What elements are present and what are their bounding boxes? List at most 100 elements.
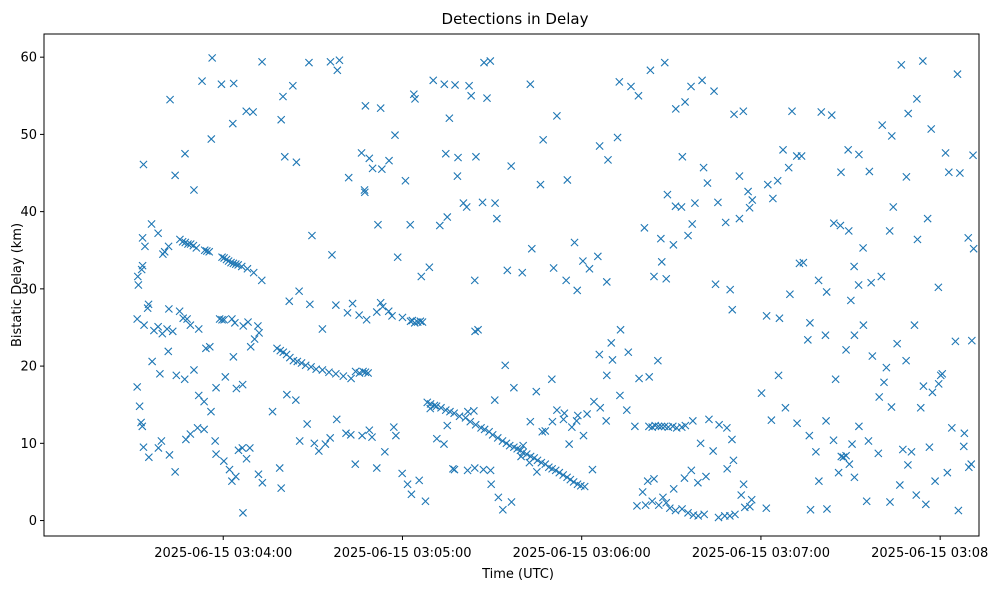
data-point: [507, 162, 516, 171]
data-point: [903, 460, 912, 469]
data-point: [310, 439, 319, 448]
data-point: [969, 151, 978, 160]
data-point: [459, 199, 468, 208]
data-point: [694, 511, 703, 520]
data-point: [745, 502, 754, 511]
data-point: [607, 338, 616, 347]
data-point: [845, 460, 854, 469]
data-point: [912, 94, 921, 103]
data-point: [745, 203, 754, 212]
data-point: [268, 407, 277, 416]
data-point: [486, 466, 495, 475]
data-point: [138, 422, 147, 431]
data-point: [669, 240, 678, 249]
data-point: [157, 437, 166, 445]
data-point: [842, 345, 851, 354]
data-point: [189, 186, 198, 194]
data-point: [822, 504, 831, 513]
data-point: [435, 221, 444, 230]
data-point: [735, 214, 744, 223]
data-point: [180, 375, 189, 384]
data-point: [467, 91, 476, 100]
data-point: [779, 145, 788, 154]
data-point: [503, 266, 512, 275]
data-point: [219, 457, 228, 466]
data-point: [258, 57, 267, 66]
data-point: [913, 235, 922, 244]
y-tick-label: 30: [20, 282, 37, 297]
data-point: [763, 180, 772, 189]
data-point: [846, 296, 855, 305]
data-point: [877, 272, 886, 281]
data-point: [277, 484, 286, 493]
data-point: [669, 484, 678, 493]
data-point: [709, 447, 718, 456]
data-point: [654, 501, 663, 510]
data-point: [593, 252, 602, 261]
data-point: [944, 168, 953, 177]
data-point: [429, 76, 438, 85]
data-point: [889, 203, 898, 211]
data-point: [678, 504, 687, 513]
data-point: [186, 321, 195, 330]
data-point: [656, 234, 665, 243]
data-point: [943, 468, 952, 477]
data-point: [244, 318, 253, 327]
data-point: [486, 57, 495, 66]
data-point: [250, 335, 259, 344]
y-tick-label: 10: [20, 437, 37, 452]
data-point: [715, 420, 724, 429]
data-point: [955, 169, 964, 178]
data-point: [650, 272, 658, 281]
data-point: [285, 297, 294, 306]
data-point: [229, 79, 238, 88]
data-point: [726, 285, 735, 294]
data-point: [562, 276, 571, 285]
data-point: [342, 429, 350, 438]
data-point: [747, 495, 756, 504]
data-point: [573, 411, 582, 420]
data-point: [212, 450, 221, 459]
y-tick-label: 20: [20, 360, 37, 375]
data-point: [318, 325, 327, 334]
data-point: [227, 314, 236, 323]
data-point: [364, 369, 373, 378]
data-point: [193, 423, 202, 432]
data-point: [220, 253, 229, 262]
data-point: [249, 268, 258, 277]
data-point: [632, 501, 641, 510]
data-point: [304, 58, 313, 67]
data-point: [713, 198, 722, 207]
data-point: [567, 423, 576, 432]
data-point: [693, 478, 702, 487]
data-point: [887, 403, 896, 412]
data-point: [380, 447, 389, 456]
data-point: [280, 152, 289, 161]
data-point: [445, 114, 454, 123]
data-point: [147, 219, 156, 228]
data-point: [421, 497, 430, 506]
data-point: [254, 470, 263, 479]
data-point: [519, 441, 528, 450]
data-point: [907, 447, 916, 456]
data-point: [678, 152, 687, 161]
data-point: [348, 299, 357, 308]
data-point: [658, 493, 667, 502]
data-point: [615, 391, 624, 400]
data-point: [848, 440, 857, 449]
data-point: [202, 247, 211, 256]
data-point: [257, 276, 266, 285]
data-point: [831, 375, 840, 384]
data-point: [547, 375, 556, 384]
data-point: [207, 135, 216, 144]
data-point: [461, 413, 470, 422]
data-point: [333, 66, 342, 75]
data-point: [563, 473, 572, 482]
data-point: [377, 165, 386, 174]
data-point: [854, 422, 863, 431]
data-point: [559, 470, 568, 479]
scatter-points: [133, 53, 978, 522]
plot-frame: [43, 33, 980, 537]
data-point: [624, 348, 633, 357]
